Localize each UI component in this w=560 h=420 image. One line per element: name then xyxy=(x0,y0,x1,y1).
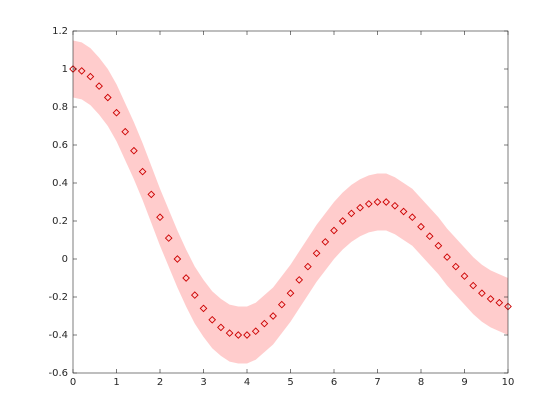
marker xyxy=(190,291,199,299)
marker xyxy=(208,315,217,324)
y-tick-label: 1 xyxy=(62,64,68,75)
y-tick-label: -0.2 xyxy=(48,292,68,303)
marker xyxy=(156,213,164,222)
marker xyxy=(408,213,417,222)
x-tick-label: 8 xyxy=(418,377,424,388)
marker xyxy=(86,72,95,81)
x-tick-label: 4 xyxy=(244,377,250,388)
y-tick-label: 0.4 xyxy=(52,178,68,189)
y-tick-label: 0.8 xyxy=(52,102,68,113)
marker xyxy=(304,262,312,271)
marker xyxy=(173,255,182,263)
marker xyxy=(286,289,295,298)
marker xyxy=(391,201,399,210)
marker xyxy=(460,272,469,280)
marker xyxy=(312,249,321,258)
marker xyxy=(373,198,382,206)
x-tick-label: 10 xyxy=(502,377,515,388)
marker xyxy=(147,190,156,199)
marker xyxy=(451,262,460,271)
marker xyxy=(164,234,173,242)
marker xyxy=(443,253,451,261)
marker xyxy=(425,232,434,241)
marker xyxy=(486,295,495,303)
x-tick-label: 5 xyxy=(287,377,293,388)
x-tick-label: 3 xyxy=(200,377,206,388)
confidence-band xyxy=(73,40,508,364)
marker xyxy=(469,281,478,290)
marker xyxy=(225,329,234,337)
marker xyxy=(434,241,443,250)
marker xyxy=(234,331,243,339)
y-tick-label: 0 xyxy=(62,254,68,265)
y-tick-label: -0.6 xyxy=(48,368,68,379)
x-tick-label: 0 xyxy=(70,377,76,388)
marker xyxy=(338,217,347,225)
x-tick-label: 2 xyxy=(157,377,163,388)
marker xyxy=(199,304,208,313)
marker xyxy=(364,200,373,208)
marker xyxy=(495,298,504,307)
marker xyxy=(399,207,408,216)
y-tick-label: -0.4 xyxy=(48,330,68,341)
marker xyxy=(277,300,286,309)
marker xyxy=(121,127,130,136)
marker xyxy=(112,108,121,117)
y-tick-label: 0.2 xyxy=(52,216,68,227)
marker xyxy=(103,93,112,102)
y-tick-label: 1.2 xyxy=(52,26,68,37)
x-tick-label: 9 xyxy=(461,377,467,388)
x-tick-label: 6 xyxy=(331,377,337,388)
marker xyxy=(321,238,330,246)
marker xyxy=(77,67,86,75)
x-tick-label: 1 xyxy=(113,377,119,388)
marker xyxy=(243,331,251,339)
marker xyxy=(260,319,269,328)
marker xyxy=(382,198,391,206)
marker xyxy=(95,82,103,90)
marker xyxy=(138,167,147,176)
marker xyxy=(330,226,338,235)
marker xyxy=(269,312,277,320)
marker xyxy=(417,222,425,231)
marker xyxy=(217,323,225,332)
marker xyxy=(295,276,304,284)
marker xyxy=(478,289,486,298)
marker xyxy=(356,203,364,212)
marker xyxy=(182,274,190,282)
marker xyxy=(347,209,356,218)
marker xyxy=(130,146,138,155)
marker xyxy=(251,327,260,336)
x-tick-label: 7 xyxy=(374,377,380,388)
y-tick-label: 0.6 xyxy=(52,140,68,151)
